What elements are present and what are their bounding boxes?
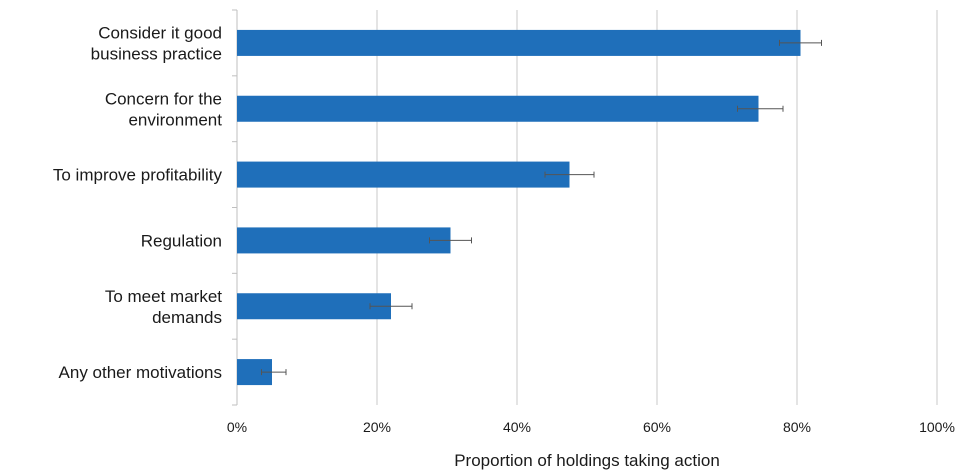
x-tick-labels: 0% 20% 40% 60% 80% 100% (227, 419, 955, 435)
category-label-line: To improve profitability (53, 166, 223, 185)
category-label: Regulation (141, 231, 222, 250)
category-label-line: business practice (91, 44, 222, 63)
x-tick-label: 100% (919, 419, 955, 435)
bar (237, 227, 451, 254)
category-label-line: demands (152, 308, 222, 327)
error-bars (261, 39, 822, 376)
x-tick-label: 20% (363, 419, 391, 435)
bars (237, 29, 801, 386)
x-axis-title: Proportion of holdings taking action (454, 451, 720, 470)
category-label: To improve profitability (53, 166, 223, 185)
category-label: Concern for the environment (105, 89, 222, 129)
error-bar (429, 237, 472, 244)
category-label-line: To meet market (105, 287, 222, 306)
category-label-line: Consider it good (98, 23, 222, 42)
category-label-line: environment (128, 110, 222, 129)
bar (237, 161, 570, 188)
error-bar (779, 39, 822, 46)
grid-lines (232, 9, 938, 406)
category-label: Consider it good business practice (91, 23, 222, 63)
category-label: Any other motivations (59, 363, 222, 382)
bar (237, 293, 391, 320)
category-label-line: Any other motivations (59, 363, 222, 382)
error-bar (261, 369, 287, 376)
x-tick-label: 0% (227, 419, 247, 435)
x-tick-label: 60% (643, 419, 671, 435)
error-bar (544, 171, 595, 178)
error-bar (369, 303, 413, 310)
category-label-line: Concern for the (105, 89, 222, 108)
error-bar (737, 105, 784, 112)
category-label-line: Regulation (141, 231, 222, 250)
category-labels: Consider it good business practice Concern… (53, 23, 223, 382)
x-tick-label: 80% (783, 419, 811, 435)
category-label: To meet market demands (105, 287, 222, 327)
x-tick-label: 40% (503, 419, 531, 435)
bar (237, 95, 759, 122)
bar (237, 29, 801, 56)
